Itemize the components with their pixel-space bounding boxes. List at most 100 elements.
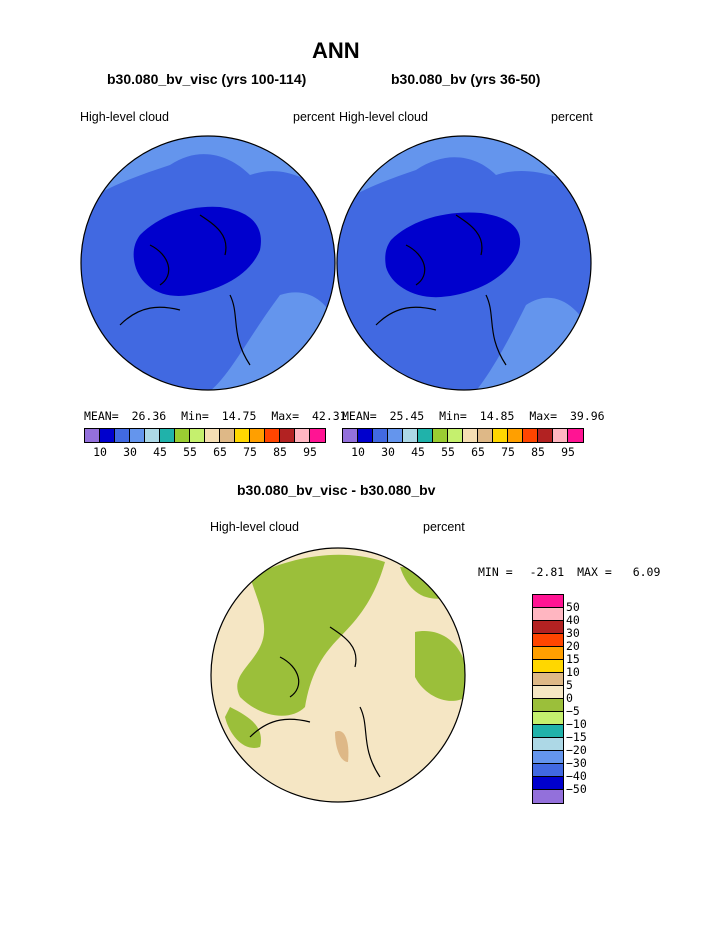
colorbar-swatch [523, 429, 538, 442]
diff-colorbar-label: −10 [566, 717, 587, 731]
diff-colorbar-swatch [533, 673, 563, 686]
colorbar-tick-label: 30 [123, 445, 137, 459]
left-units-label: percent [293, 110, 335, 124]
left-max-label: Max= [271, 409, 300, 423]
colorbar-swatch [265, 429, 280, 442]
diff-units-label: percent [423, 520, 465, 534]
diff-min-label: MIN = [478, 565, 513, 579]
diff-colorbar-swatch [533, 595, 563, 608]
main-title: ANN [312, 38, 360, 63]
diff-colorbar-label: 20 [566, 639, 580, 653]
diff-colorbar-label: −20 [566, 743, 587, 757]
diff-colorbar-label: −50 [566, 782, 587, 796]
diff-colorbar-swatch [533, 790, 563, 803]
colorbar-swatch [85, 429, 100, 442]
colorbar-swatch [478, 429, 493, 442]
diff-minmax: MIN = -2.81 MAX = 6.09 [478, 565, 660, 579]
left-map-coast [119, 214, 251, 366]
colorbar-swatch [205, 429, 220, 442]
colorbar-swatch [448, 429, 463, 442]
colorbar-swatch [250, 429, 265, 442]
colorbar-swatch [145, 429, 160, 442]
right-colorbar [342, 428, 584, 443]
right-min-label: Min= [439, 409, 467, 423]
diff-colorbar-swatch [533, 634, 563, 647]
right-units-label: percent [551, 110, 593, 124]
colorbar-swatch [100, 429, 115, 442]
colorbar-swatch [538, 429, 553, 442]
diff-colorbar-label: 5 [566, 678, 573, 692]
colorbar-tick-label: 55 [441, 445, 455, 459]
right-panel-title: b30.080_bv (yrs 36-50) [391, 71, 541, 87]
colorbar-swatch [553, 429, 568, 442]
colorbar-tick-label: 85 [273, 445, 287, 459]
diff-colorbar-swatch [533, 777, 563, 790]
diff-colorbar-swatch [533, 647, 563, 660]
right-field-label: High-level cloud [339, 110, 428, 124]
colorbar-swatch [115, 429, 130, 442]
left-stats: MEAN= 26.36 Min= 14.75 Max= 42.31 [84, 409, 347, 423]
diff-colorbar-swatch [533, 764, 563, 777]
diff-map-coast [249, 626, 381, 778]
diff-colorbar-swatch [533, 686, 563, 699]
diff-min-value: -2.81 [529, 565, 565, 579]
colorbar-tick-label: 65 [471, 445, 485, 459]
diff-colorbar-label: −40 [566, 769, 587, 783]
colorbar-tick-label: 85 [531, 445, 545, 459]
diff-colorbar-label: −30 [566, 756, 587, 770]
colorbar-swatch [160, 429, 175, 442]
diff-map-green-region-3 [415, 631, 465, 701]
right-stats: MEAN= 25.45 Min= 14.85 Max= 39.96 [342, 409, 605, 423]
colorbar-swatch [463, 429, 478, 442]
colorbar-swatch [295, 429, 310, 442]
diff-colorbar-swatch [533, 725, 563, 738]
diff-colorbar-label: 10 [566, 665, 580, 679]
diff-colorbar-swatch [533, 608, 563, 621]
colorbar-tick-label: 65 [213, 445, 227, 459]
colorbar-swatch [310, 429, 325, 442]
right-polar-map [336, 135, 592, 391]
left-field-label: High-level cloud [80, 110, 169, 124]
right-max-label: Max= [529, 409, 558, 423]
diff-max-value: 6.09 [632, 565, 661, 579]
right-mean-value: 25.45 [389, 409, 425, 423]
left-map-dark-region [133, 206, 261, 296]
colorbar-swatch [175, 429, 190, 442]
left-mean-label: MEAN= [84, 409, 119, 423]
colorbar-tick-label: 95 [303, 445, 317, 459]
colorbar-tick-label: 10 [351, 445, 365, 459]
colorbar-swatch [220, 429, 235, 442]
right-max-value: 39.96 [569, 409, 605, 423]
diff-colorbar-swatch [533, 751, 563, 764]
right-map-coast [375, 214, 507, 366]
colorbar-swatch [373, 429, 388, 442]
left-min-label: Min= [181, 409, 209, 423]
left-max-value: 42.31 [311, 409, 347, 423]
left-mean-value: 26.36 [131, 409, 167, 423]
colorbar-swatch [433, 429, 448, 442]
left-panel-title: b30.080_bv_visc (yrs 100-114) [107, 71, 307, 87]
colorbar-tick-label: 30 [381, 445, 395, 459]
diff-colorbar-label: 40 [566, 613, 580, 627]
diff-map-tan-region [335, 731, 349, 762]
left-colorbar [84, 428, 326, 443]
diff-colorbar-label: 30 [566, 626, 580, 640]
left-min-value: 14.75 [221, 409, 257, 423]
diff-map-green-region-4 [225, 707, 261, 748]
right-map-dark-region [385, 212, 521, 298]
colorbar-swatch [130, 429, 145, 442]
colorbar-tick-label: 95 [561, 445, 575, 459]
diff-colorbar-label: 50 [566, 600, 580, 614]
colorbar-swatch [508, 429, 523, 442]
colorbar-tick-label: 75 [501, 445, 515, 459]
colorbar-swatch [403, 429, 418, 442]
diff-colorbar-label: 0 [566, 691, 573, 705]
colorbar-swatch [235, 429, 250, 442]
diff-colorbar-swatch [533, 699, 563, 712]
colorbar-tick-label: 45 [411, 445, 425, 459]
right-min-value: 14.85 [479, 409, 515, 423]
colorbar-swatch [418, 429, 433, 442]
colorbar-tick-label: 75 [243, 445, 257, 459]
colorbar-swatch [493, 429, 508, 442]
diff-max-label: MAX = [577, 565, 612, 579]
